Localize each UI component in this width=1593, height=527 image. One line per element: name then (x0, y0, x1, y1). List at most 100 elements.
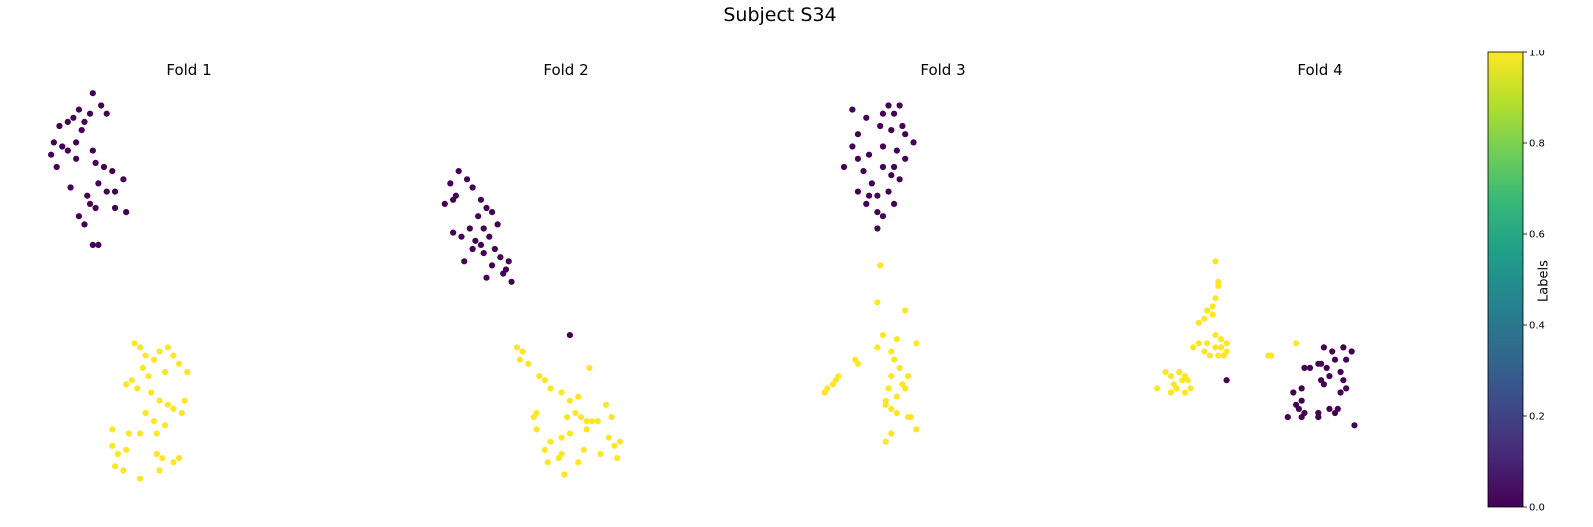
fold-2-label-0-point (483, 204, 490, 212)
fold-2-label-1-point (516, 356, 523, 363)
fold-1-label-0-point (120, 176, 127, 183)
fold-2-label-1-point (583, 418, 590, 425)
fold-4-scatter (1154, 258, 1358, 429)
fold-4-label-1-point (1201, 348, 1208, 355)
fold-1-label-1-point (109, 442, 116, 449)
fold-3-label-0-point (874, 225, 881, 232)
fold-2-label-1-point (614, 455, 621, 462)
fold-3-label-0-point (868, 180, 875, 187)
fold-2-label-1-point (605, 434, 612, 441)
fold-1-scatter (48, 90, 191, 482)
fold-2-panel: Fold 2 (377, 0, 755, 527)
fold-1-label-0-point (53, 163, 60, 171)
fold-1-label-1-point (136, 344, 144, 351)
fold-3-label-0-point (854, 155, 862, 162)
fold-1-label-1-point (145, 373, 152, 380)
fold-2-label-0-point (488, 209, 496, 216)
fold-1-label-0-point (64, 118, 71, 125)
fold-2-label-0-point (469, 245, 476, 253)
fold-3-label-0-point (888, 127, 895, 134)
fold-2-label-0-point (469, 184, 476, 191)
fold-4-label-1-point (1209, 311, 1216, 318)
fold-3-label-0-point (896, 102, 903, 109)
fold-3-label-0-point (885, 102, 892, 109)
fold-3-label-1-point (893, 393, 900, 400)
fold-3-label-1-point (904, 414, 912, 421)
fold-3-label-1-point (874, 299, 881, 306)
fold-3-label-0-point (910, 139, 917, 146)
fold-3-label-0-point (840, 163, 848, 171)
fold-1-panel: Fold 1 (0, 0, 378, 527)
fold-4-label-0-point (1331, 356, 1339, 363)
fold-2-label-1-point (608, 414, 615, 421)
fold-1-label-0-point (59, 143, 66, 150)
fold-2-label-1-point (586, 364, 593, 371)
fold-3-label-0-point (890, 200, 898, 207)
fold-1-label-1-point (164, 344, 171, 351)
fold-1-label-0-point (73, 155, 80, 162)
colorbar-tick-label: 0.0 (1529, 503, 1545, 514)
fold-2-label-0-point (461, 258, 468, 265)
fold-2-label-1-point (566, 430, 573, 437)
fold-1-label-0-point (89, 241, 96, 248)
fold-4-label-0-point (1315, 414, 1322, 421)
fold-3-panel: Fold 3 (754, 0, 1132, 527)
colorbar-label: Labels (1536, 260, 1552, 302)
fold-3-title: Fold 3 (920, 61, 966, 79)
fold-4-label-1-point (1212, 344, 1219, 351)
fold-3-label-1-point (890, 356, 898, 363)
fold-3-label-1-point (888, 405, 895, 412)
fold-4-label-1-point (1184, 377, 1191, 384)
fold-4-label-1-point (1204, 307, 1211, 314)
fold-1-label-1-point (164, 401, 171, 408)
fold-4-label-1-point (1167, 389, 1175, 396)
fold-3-label-1-point (854, 360, 862, 367)
fold-4-label-0-point (1295, 405, 1302, 412)
fold-2-label-1-point (525, 360, 532, 367)
fold-1-label-0-point (67, 184, 74, 191)
fold-1-label-1-point (162, 422, 169, 429)
fold-2-label-0-point (488, 262, 496, 269)
fold-1-label-1-point (178, 409, 185, 417)
fold-1-label-0-point (89, 147, 96, 154)
fold-1-label-1-point (123, 446, 130, 453)
fold-4-label-1-point (1179, 377, 1186, 384)
fold-4-label-1-point (1209, 303, 1216, 310)
fold-2-label-1-point (519, 348, 526, 355)
fold-1-label-0-point (64, 147, 71, 154)
fold-4-label-1-point (1215, 352, 1222, 359)
fold-1-label-0-point (84, 192, 91, 199)
fold-3-label-1-point (821, 389, 828, 396)
fold-2-scatter (441, 168, 624, 478)
fold-4-label-1-point (1154, 385, 1161, 392)
fold-4-label-0-point (1318, 360, 1325, 367)
fold-1-label-1-point (156, 397, 163, 404)
fold-3-label-0-point (879, 163, 887, 171)
fold-2-label-0-point (475, 213, 482, 220)
fold-4-label-0-point (1290, 389, 1297, 396)
fold-4-label-0-point (1284, 414, 1291, 421)
colorbar: 0.0 0.2 0.4 0.6 0.8 1.0 (1486, 48, 1586, 514)
colorbar-tick-label: 0.4 (1529, 321, 1545, 332)
fold-4-label-0-point (1329, 348, 1336, 355)
fold-2-label-1-point (577, 414, 585, 421)
fold-2-label-1-point (561, 471, 568, 478)
fold-4-label-0-point (1348, 348, 1355, 355)
fold-3-label-0-point (885, 188, 892, 195)
fold-2-label-1-point (513, 344, 521, 351)
fold-1-label-1-point (114, 450, 121, 458)
fold-4-label-0-point (1301, 364, 1308, 371)
fold-3-label-0-point (863, 200, 870, 207)
fold-3-label-1-point (902, 385, 909, 392)
colorbar-tick-label: 0.8 (1529, 139, 1545, 150)
fold-2-label-1-point (544, 459, 551, 466)
fold-3-label-1-point (879, 332, 887, 339)
fold-3-label-0-point (896, 176, 903, 183)
fold-3-label-0-point (902, 131, 909, 138)
fold-2-label-1-point (594, 418, 601, 425)
fold-4-panel: Fold 4 (1131, 0, 1509, 527)
fold-4-label-0-point (1298, 385, 1305, 392)
fold-1-label-1-point (139, 364, 146, 371)
colorbar-graphic: 0.0 0.2 0.4 0.6 0.8 1.0 (1487, 48, 1545, 514)
fold-1-label-1-point (111, 463, 119, 470)
